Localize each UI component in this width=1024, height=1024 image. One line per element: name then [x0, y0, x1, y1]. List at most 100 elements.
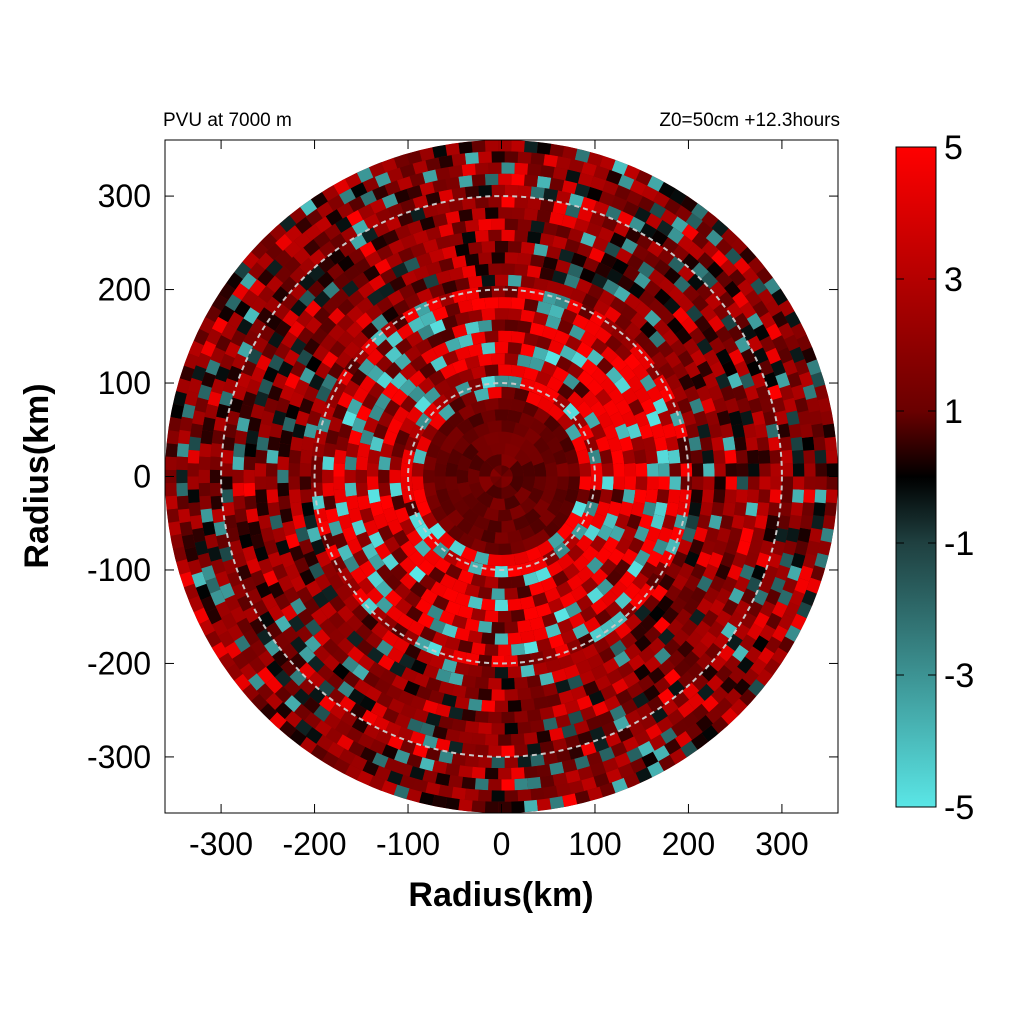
- field-cell: [601, 462, 614, 477]
- field-cell: [524, 799, 538, 813]
- field-cell: [501, 554, 516, 567]
- field-cell: [853, 763, 870, 780]
- field-cell: [754, 213, 772, 231]
- field-cell: [441, 314, 458, 330]
- field-cell: [317, 271, 335, 289]
- field-cell: [764, 774, 782, 792]
- field-cell: [435, 449, 451, 465]
- field-cell: [423, 273, 440, 289]
- field-cell: [65, 430, 77, 444]
- field-cell: [265, 692, 283, 710]
- field-cell: [594, 262, 612, 279]
- field-cell: [448, 672, 464, 686]
- field-cell: [712, 397, 728, 414]
- field-cell: [507, 598, 522, 611]
- field-cell: [377, 874, 393, 888]
- field-cell: [333, 449, 347, 464]
- field-cell: [204, 404, 219, 420]
- field-cell: [405, 330, 423, 348]
- field-cell: [634, 634, 652, 652]
- field-cell: [211, 641, 229, 659]
- field-cell: [543, 64, 557, 77]
- field-cell: [279, 508, 293, 524]
- field-cell: [207, 776, 225, 794]
- field-cell: [586, 587, 604, 604]
- field-cell: [744, 552, 759, 568]
- field-cell: [498, 801, 512, 813]
- field-cell: [837, 476, 838, 490]
- field-cell: [596, 140, 613, 146]
- field-cell: [74, 694, 90, 711]
- field-cell: [390, 96, 406, 110]
- field-cell: [771, 540, 786, 556]
- field-cell: [43, 314, 58, 330]
- field-cell: [507, 342, 522, 355]
- field-cell: [179, 241, 196, 259]
- field-cell: [745, 436, 759, 451]
- field-cell: [346, 911, 362, 926]
- field-cell: [91, 404, 104, 419]
- field-cell: [385, 252, 403, 269]
- field-cell: [389, 455, 403, 471]
- field-cell: [337, 637, 355, 655]
- field-cell: [754, 782, 772, 800]
- field-cell: [724, 688, 742, 706]
- field-cell: [484, 801, 499, 813]
- field-cell: [432, 863, 447, 876]
- field-cell: [868, 515, 881, 529]
- field-cell: [367, 489, 381, 504]
- field-cell: [734, 360, 750, 377]
- field-cell: [187, 449, 200, 464]
- field-cell: [227, 733, 245, 751]
- field-cell: [314, 362, 331, 380]
- field-cell: [501, 484, 518, 499]
- field-cell: [790, 502, 804, 517]
- field-cell: [337, 681, 355, 698]
- field-cell: [614, 559, 631, 577]
- field-cell: [268, 354, 285, 372]
- field-cell: [703, 476, 715, 490]
- field-cell: [207, 546, 222, 562]
- field-cell: [754, 752, 772, 770]
- field-cell: [517, 252, 532, 266]
- field-cell: [303, 423, 318, 439]
- field-cell: [47, 302, 62, 318]
- field-cell: [521, 17, 535, 29]
- field-cell: [255, 744, 273, 762]
- field-cell: [425, 712, 442, 727]
- field-cell: [727, 818, 744, 835]
- field-cell: [415, 412, 432, 430]
- field-cell: [432, 77, 447, 90]
- field-cell: [170, 700, 187, 719]
- field-cell: [691, 262, 709, 280]
- field-cell: [330, 69, 346, 84]
- field-cell: [447, 509, 464, 527]
- field-cell: [478, 913, 492, 925]
- field-cell: [298, 662, 316, 680]
- field-cell: [387, 167, 404, 183]
- field-cell: [672, 573, 689, 591]
- field-cell: [585, 915, 600, 929]
- field-cell: [165, 143, 177, 161]
- field-cell: [277, 456, 290, 471]
- field-cell: [608, 548, 625, 566]
- field-cell: [118, 232, 134, 249]
- field-cell: [256, 683, 274, 701]
- field-cell: [174, 643, 191, 661]
- field-cell: [623, 582, 641, 600]
- field-cell: [451, 752, 467, 766]
- field-cell: [180, 732, 198, 750]
- field-cell: [377, 525, 394, 542]
- field-cell: [830, 163, 838, 181]
- field-cell: [597, 62, 613, 76]
- field-cell: [352, 386, 369, 404]
- field-cell: [860, 262, 876, 279]
- field-cell: [498, 173, 512, 185]
- field-cell: [634, 730, 651, 747]
- field-cell: [576, 488, 591, 505]
- field-cell: [527, 743, 542, 756]
- field-cell: [756, 436, 770, 451]
- field-cell: [734, 166, 753, 183]
- field-cell: [264, 50, 281, 66]
- field-cell: [371, 20, 387, 34]
